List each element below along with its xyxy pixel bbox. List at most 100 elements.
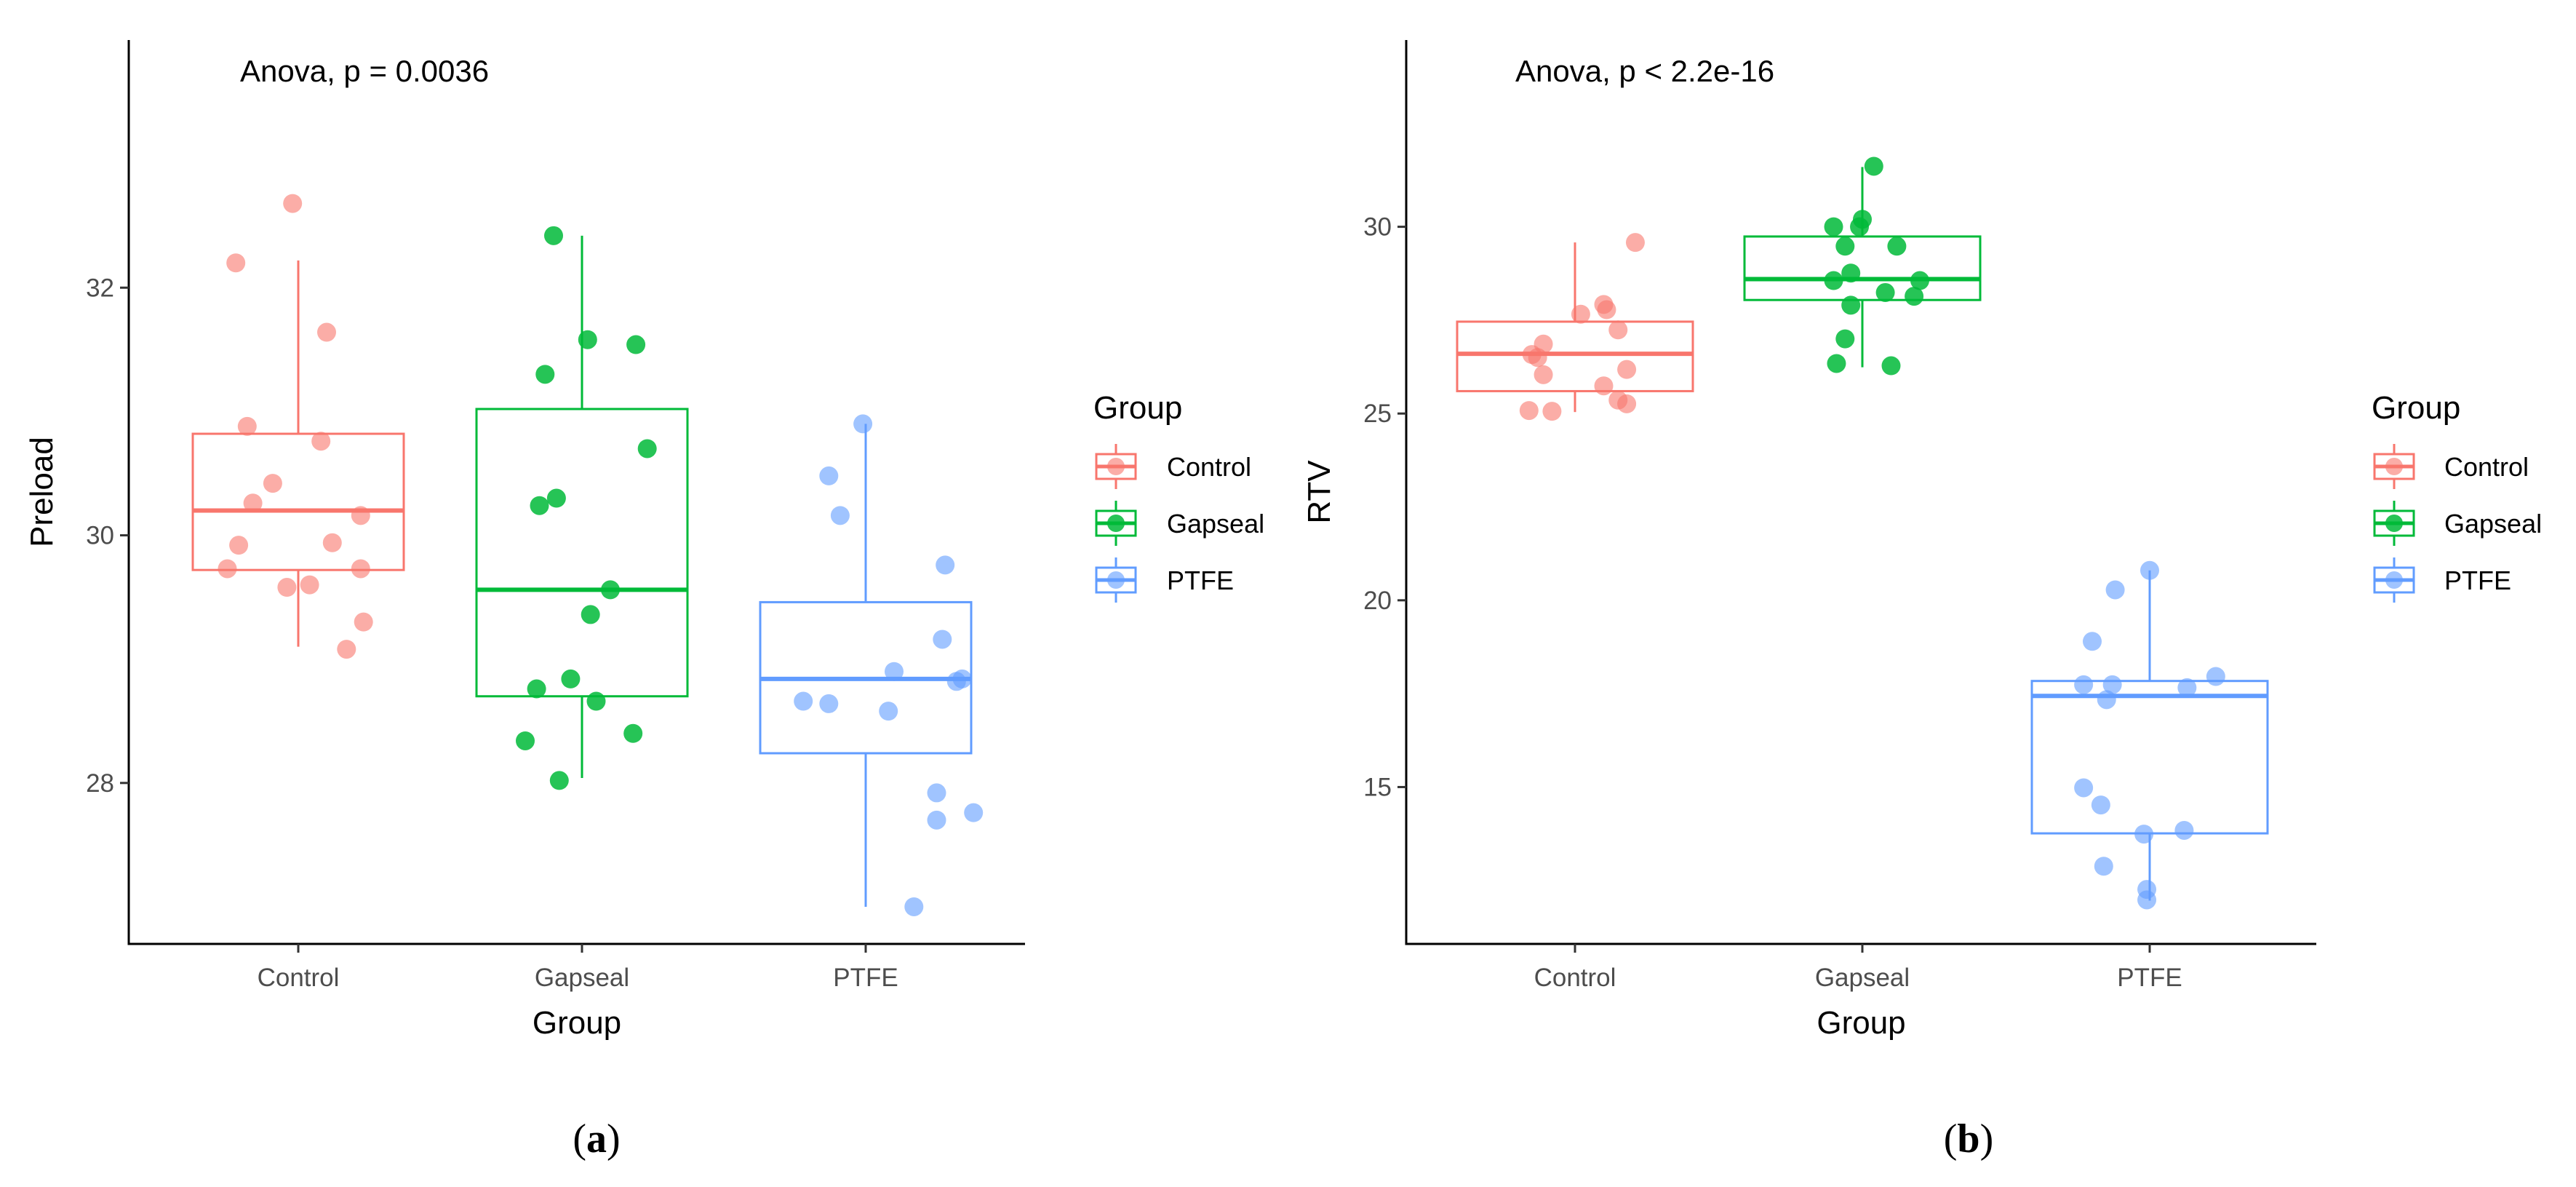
data-point-control <box>243 493 263 513</box>
data-point-control <box>354 612 373 632</box>
y-tick-label: 28 <box>86 769 114 798</box>
data-point-gapseal <box>1824 217 1843 237</box>
data-point-ptfe <box>885 662 904 681</box>
legend-title: Group <box>1093 390 1182 426</box>
data-point-control <box>1528 348 1547 368</box>
y-tick-label: 30 <box>86 522 114 550</box>
data-point-control <box>1625 233 1645 253</box>
legend-key-point <box>2385 515 2403 532</box>
legend-key-ptfe <box>1095 557 1137 603</box>
data-point-gapseal <box>586 691 606 711</box>
data-point-ptfe <box>794 691 813 711</box>
data-point-ptfe <box>819 466 839 485</box>
data-points <box>1519 156 2225 910</box>
data-point-gapseal <box>1864 156 1883 176</box>
data-point-ptfe <box>819 694 839 713</box>
x-axis-title: Group <box>1817 1005 1905 1041</box>
data-point-gapseal <box>581 605 600 624</box>
data-point-gapseal <box>535 365 555 384</box>
data-point-control <box>1617 360 1637 379</box>
data-point-gapseal <box>601 580 620 600</box>
panel-label-open: ( <box>573 1116 586 1162</box>
legend-label-control: Control <box>2444 452 2529 482</box>
data-point-control <box>237 416 257 436</box>
data-point-ptfe <box>2074 778 2094 798</box>
x-tick-label-ptfe: PTFE <box>2117 964 2182 992</box>
legend-key-point <box>2385 571 2403 589</box>
data-point-control <box>263 474 282 493</box>
panel-label-open: ( <box>1944 1116 1958 1162</box>
data-point-ptfe <box>2140 560 2159 580</box>
panel-label-letter: a <box>586 1116 607 1162</box>
y-tick-label: 32 <box>86 274 114 302</box>
data-point-ptfe <box>2177 678 2197 697</box>
data-point-control <box>317 322 336 342</box>
legend: Group Control Gapseal PTFE <box>1093 390 1264 603</box>
data-point-control <box>1571 304 1590 324</box>
data-point-gapseal <box>1827 354 1846 373</box>
data-point-control <box>277 578 297 598</box>
data-point-ptfe <box>879 702 898 721</box>
legend-key-point <box>1107 515 1125 532</box>
data-point-control <box>283 194 303 213</box>
legend-key-point <box>1107 458 1125 475</box>
data-point-gapseal <box>1875 282 1895 302</box>
data-point-control <box>1617 394 1637 413</box>
legend-key-gapseal <box>2373 501 2415 546</box>
legend-key-gapseal <box>1095 501 1137 546</box>
data-point-ptfe <box>2174 820 2194 840</box>
panel-label-a: (a) <box>573 1116 620 1162</box>
data-point-control <box>337 640 356 659</box>
data-point-gapseal <box>623 723 643 743</box>
data-point-ptfe <box>936 555 955 575</box>
anova-annotation: Anova, p < 2.2e-16 <box>1515 54 1774 88</box>
data-point-control <box>1597 300 1616 319</box>
legend-label-ptfe: PTFE <box>1167 565 1234 595</box>
data-point-ptfe <box>2091 795 2110 815</box>
y-tick-label: 30 <box>1363 213 1392 242</box>
data-point-control <box>351 506 370 525</box>
data-point-control <box>218 559 237 579</box>
x-tick-label-gapseal: Gapseal <box>535 964 629 992</box>
data-point-ptfe <box>2137 890 2157 910</box>
data-point-ptfe <box>2097 690 2116 710</box>
legend-key-control <box>2373 444 2415 489</box>
data-point-gapseal <box>1841 295 1861 315</box>
boxplot-gapseal <box>475 235 689 779</box>
panel-label-b: (b) <box>1944 1116 1993 1162</box>
box-iqr <box>475 408 689 698</box>
data-point-control <box>1542 402 1562 421</box>
legend-key-point <box>1107 571 1125 589</box>
panel-b-rtv-chart: 15 20 25 30 Control Gapseal PTFE Group RTV Anova,… <box>1301 40 2542 1162</box>
data-point-control <box>1594 376 1614 396</box>
data-point-control <box>1534 365 1553 384</box>
data-point-gapseal <box>1910 271 1929 290</box>
data-point-gapseal <box>516 731 535 750</box>
data-point-gapseal <box>1850 217 1870 237</box>
data-point-gapseal <box>527 679 546 699</box>
data-point-ptfe <box>2102 675 2122 694</box>
legend-label-gapseal: Gapseal <box>1167 509 1264 539</box>
data-point-ptfe <box>2094 857 2113 876</box>
data-point-control <box>351 559 370 579</box>
x-axis-title: Group <box>533 1005 621 1041</box>
data-point-gapseal <box>626 335 646 354</box>
data-point-gapseal <box>546 488 566 508</box>
legend-key-point <box>2385 458 2403 475</box>
box-iqr <box>191 432 405 571</box>
data-point-ptfe <box>853 414 873 434</box>
x-tick-label-control: Control <box>258 964 340 992</box>
data-point-control <box>1519 401 1539 421</box>
legend-label-gapseal: Gapseal <box>2444 509 2542 539</box>
data-point-ptfe <box>927 810 946 830</box>
legend-label-ptfe: PTFE <box>2444 565 2511 595</box>
data-point-control <box>322 533 342 552</box>
data-point-ptfe <box>2074 675 2094 694</box>
y-axis-title: Preload <box>24 437 60 547</box>
data-point-ptfe <box>2105 580 2125 600</box>
data-point-gapseal <box>561 669 581 688</box>
legend-key-control <box>1095 444 1137 489</box>
data-point-gapseal <box>544 226 563 245</box>
boxplot-ptfe <box>759 424 973 907</box>
